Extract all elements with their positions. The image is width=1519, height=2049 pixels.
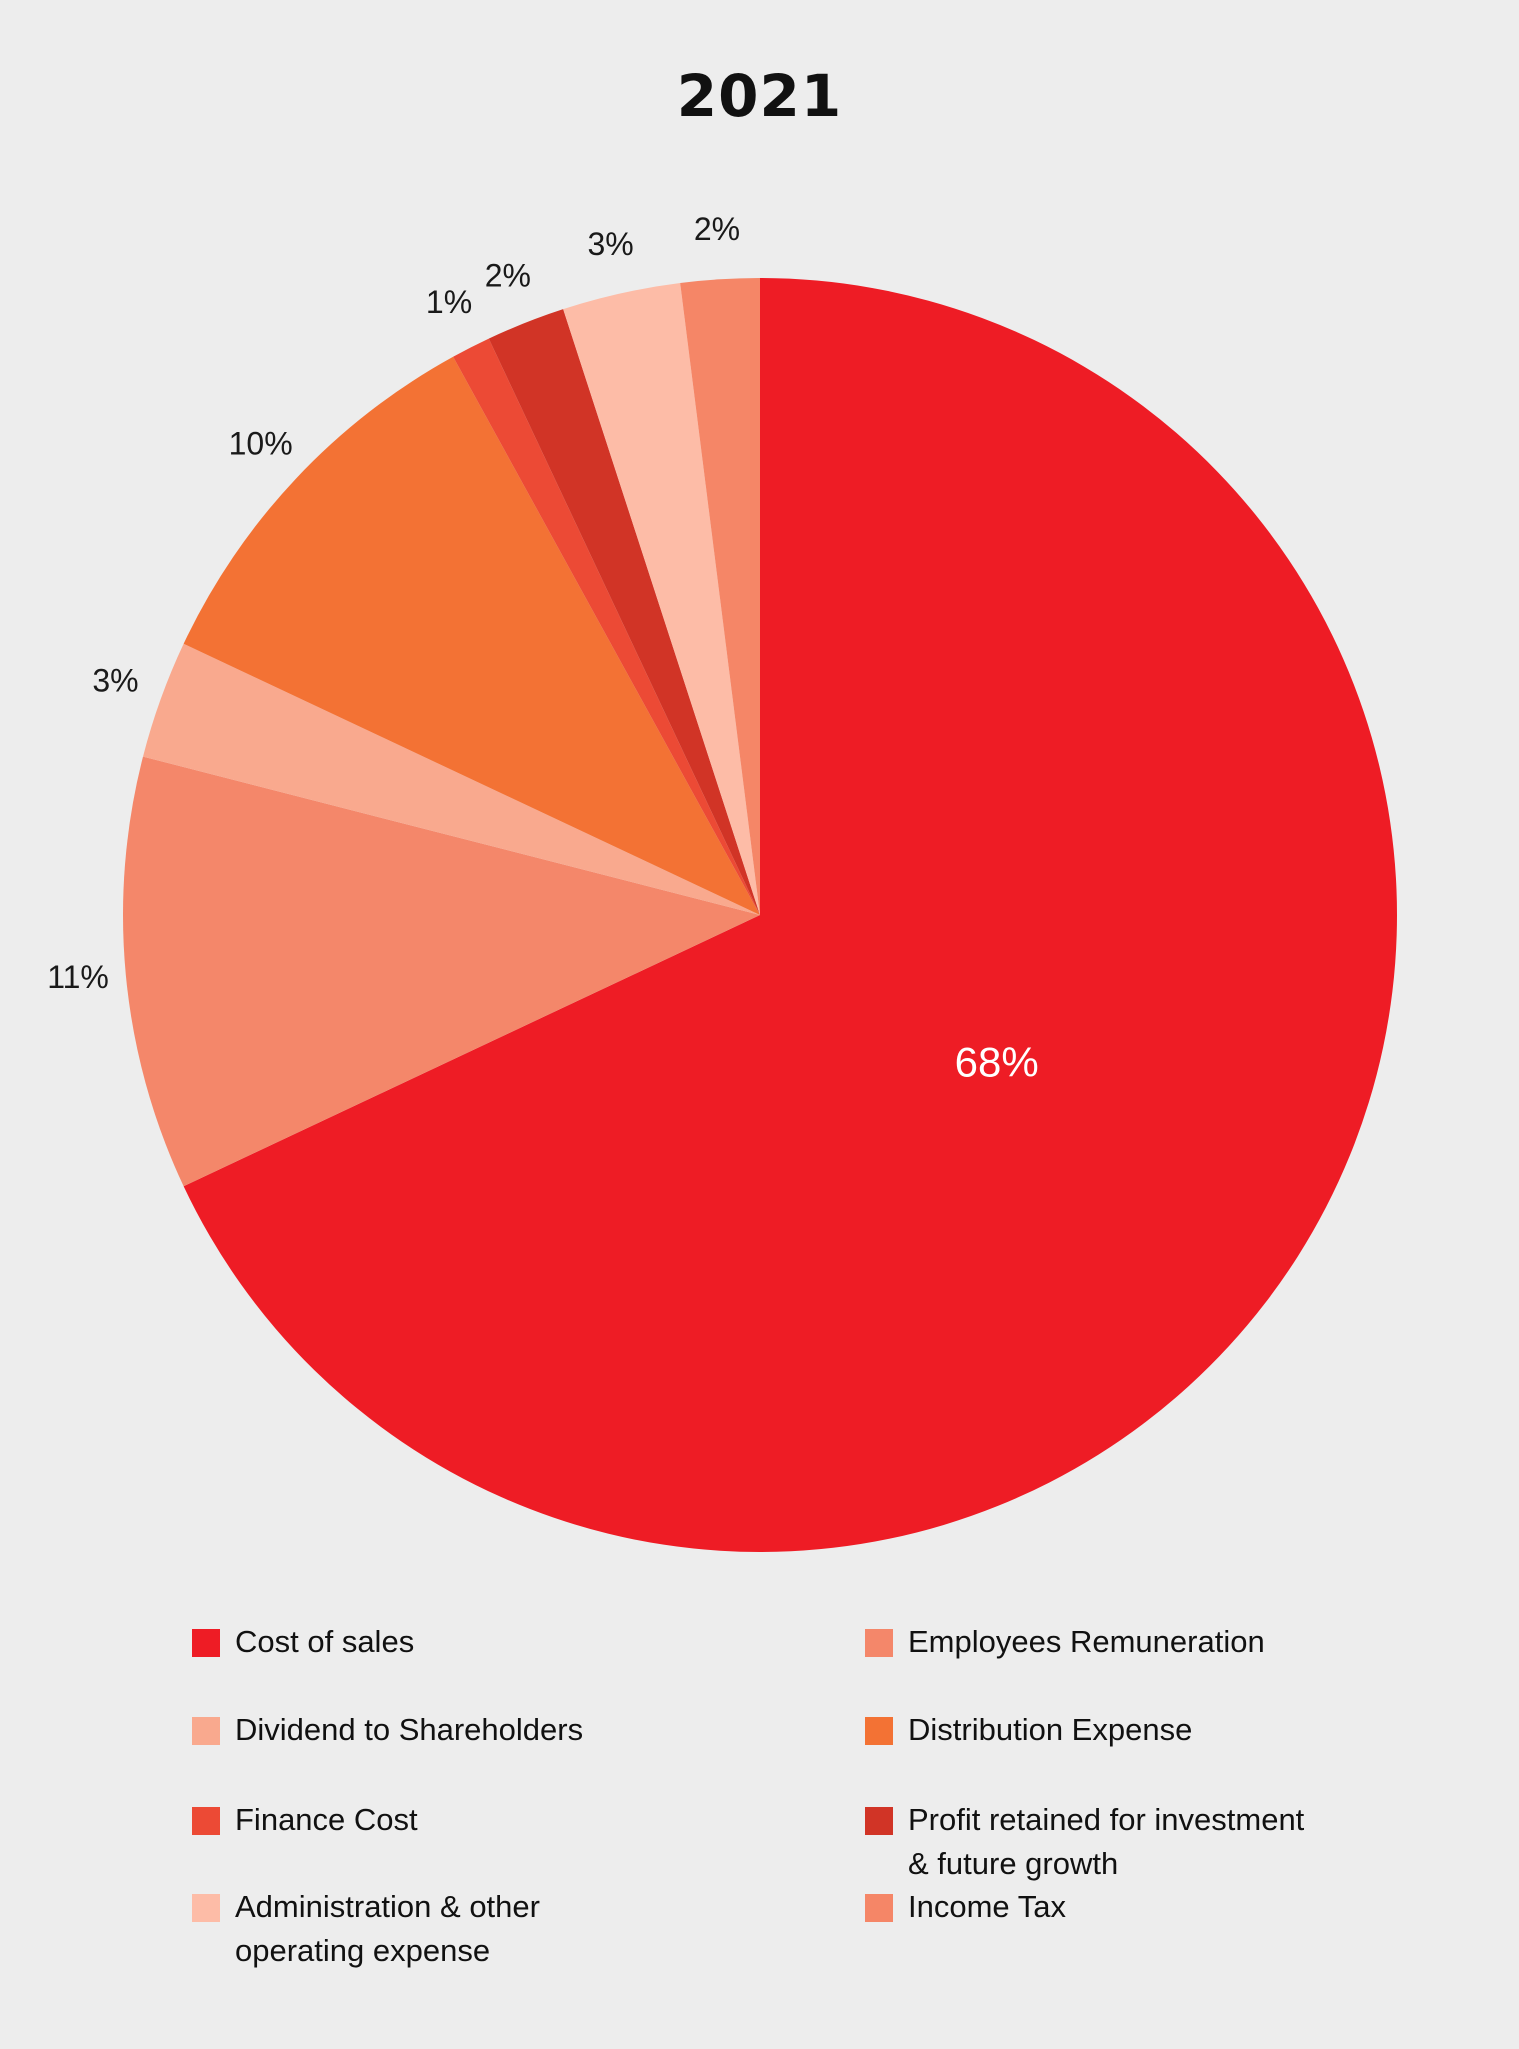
pie-slice-income-tax [680, 278, 760, 915]
slice-label-profit-retained-for-investment-and-future-growth: 2% [485, 258, 531, 294]
slice-label-administration-and-other-operating-expense: 3% [587, 226, 633, 262]
pie-slice-employees-remuneration [122, 756, 760, 1187]
pie-slice-distribution-expense [183, 356, 760, 916]
slice-label-finance-cost: 1% [426, 284, 472, 320]
pie-slice-profit-retained-for-investment-and-future-growth [488, 309, 760, 915]
slice-label-dividend-to-shareholders: 3% [92, 662, 138, 698]
slice-label-employees-remuneration: 11% [47, 959, 109, 995]
slice-label-cost-of-sales: 68% [955, 1038, 1039, 1085]
pie-slice-cost-of-sales [183, 278, 1398, 1552]
chart-title: 2021 [676, 62, 843, 130]
pie-slice-dividend-to-shareholders [143, 643, 761, 915]
slice-label-income-tax: 2% [694, 211, 740, 247]
pie-slice-finance-cost [453, 338, 760, 916]
pie-slice-administration-and-other-operating-expense [563, 283, 760, 915]
slice-label-distribution-expense: 10% [229, 426, 293, 462]
